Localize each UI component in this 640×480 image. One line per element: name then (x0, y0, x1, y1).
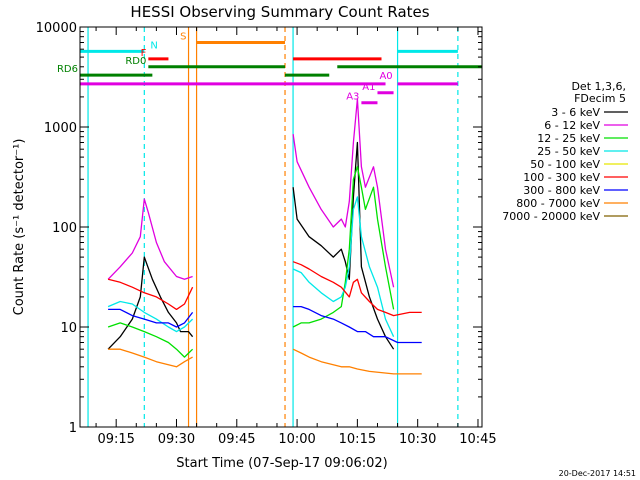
x-tick-label: 10:15 (339, 432, 376, 447)
axes: 09:15 09:30 09:45 10:00 10:15 10:30 10:45 1 10 10… (36, 21, 497, 447)
y-tick-label: 10000 (36, 21, 77, 36)
legend-header: FDecim 5 (574, 92, 626, 105)
legend-label: 800 - 7000 keV (516, 197, 600, 210)
legend-label: 12 - 25 keV (537, 132, 600, 145)
series-line (108, 348, 193, 368)
legend-label: 7000 - 20000 keV (502, 210, 600, 223)
y-axis-title: Count Rate (s⁻¹ detector⁻¹) (12, 139, 27, 316)
series-line (292, 348, 422, 375)
series-line (292, 141, 395, 350)
series-line (107, 198, 193, 280)
y-tick-label: 1 (69, 421, 77, 436)
x-tick-label: 09:30 (158, 432, 195, 447)
x-tick-label: 09:45 (218, 432, 255, 447)
flag-label: RD0 (125, 56, 146, 67)
flag-label: RD6 (57, 64, 78, 75)
x-tick-label: 10:45 (459, 432, 496, 447)
flag-label: A0 (379, 71, 392, 82)
legend-label: 3 - 6 keV (551, 106, 600, 119)
chart-title: HESSI Observing Summary Count Rates (130, 3, 429, 21)
x-tick-label: 10:00 (278, 432, 315, 447)
flag-label: N (150, 40, 157, 51)
legend-label: 25 - 50 keV (537, 145, 600, 158)
plot-frame (79, 26, 483, 428)
x-tick-label: 09:15 (97, 432, 134, 447)
x-tick-label: 10:30 (399, 432, 436, 447)
series-line (107, 300, 194, 333)
series-line (292, 166, 395, 328)
footer-timestamp: 20-Dec-2017 14:51 (559, 469, 636, 478)
series-line (107, 278, 194, 311)
legend-label: 100 - 300 keV (523, 171, 600, 184)
flag-label: F (141, 48, 147, 59)
y-tick-label: 10 (60, 321, 77, 336)
flag-label: A1 (362, 82, 375, 93)
series-line (108, 308, 194, 328)
flag-label: A3 (346, 92, 359, 103)
y-tick-label: 100 (52, 221, 77, 236)
series-line (293, 305, 422, 344)
series-line (107, 322, 194, 358)
series-line (107, 256, 194, 350)
flag-label: S (180, 31, 186, 42)
legend-label: 50 - 100 keV (530, 158, 600, 171)
series-line (292, 196, 395, 337)
legend-label: 6 - 12 keV (544, 119, 600, 132)
legend-label: 300 - 800 keV (523, 184, 600, 197)
x-axis-title: Start Time (07-Sep-17 09:06:02) (176, 456, 387, 471)
series-line (292, 261, 422, 317)
y-tick-label: 1000 (44, 121, 77, 136)
legend-header: Det 1,3,6, (571, 80, 626, 93)
series-line (292, 98, 395, 288)
